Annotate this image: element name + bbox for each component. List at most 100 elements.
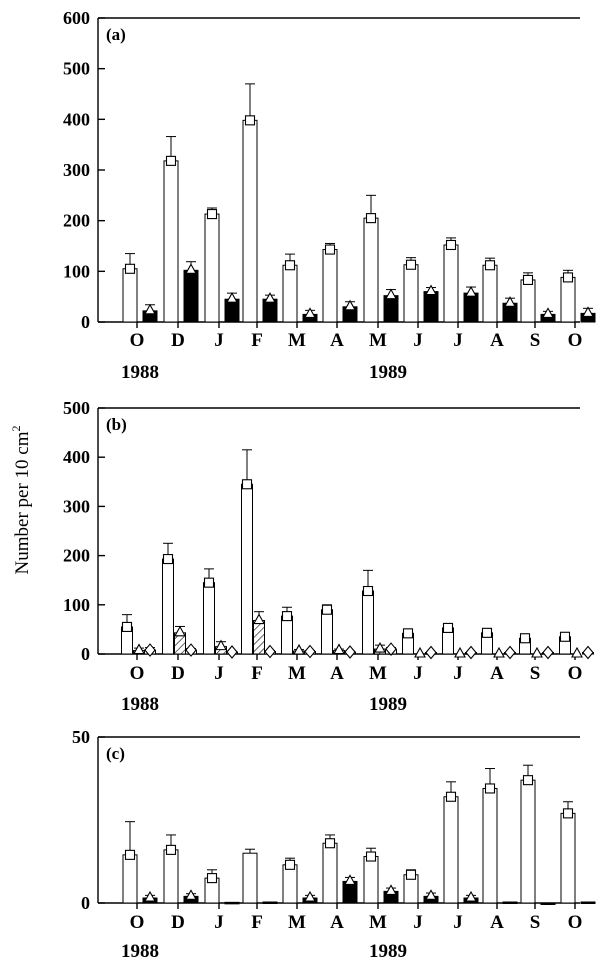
- triangle-marker: [571, 646, 583, 658]
- square-marker: [522, 274, 534, 285]
- panel-label-c: (c): [106, 744, 125, 763]
- triangle-marker: [385, 288, 397, 300]
- square-marker: [484, 783, 496, 794]
- triangle-marker: [504, 296, 516, 307]
- bar: [322, 249, 338, 323]
- x-tick-label: M: [288, 663, 306, 684]
- triangle-marker: [185, 889, 197, 900]
- bar: [282, 864, 298, 904]
- x-tick-label: A: [330, 912, 344, 933]
- bar: [253, 620, 265, 655]
- bar: [122, 268, 138, 323]
- triangle-marker: [144, 303, 156, 315]
- bar: [262, 901, 278, 905]
- triangle-marker: [454, 646, 466, 658]
- y-tick-label: 400: [63, 447, 90, 467]
- x-tick-label: F: [251, 663, 263, 684]
- triangle-marker: [304, 890, 316, 902]
- square-marker: [281, 611, 293, 622]
- bar: [363, 217, 379, 323]
- bar: [282, 264, 298, 323]
- triangle-marker: [185, 263, 197, 274]
- bar: [224, 901, 240, 905]
- y-tick-label: 600: [63, 8, 90, 28]
- square-marker: [244, 115, 256, 126]
- y-tick-label: 50: [72, 727, 90, 747]
- diamond-marker: [304, 644, 316, 659]
- x-tick-label: S: [530, 912, 541, 933]
- y-tick-label: 0: [81, 893, 90, 913]
- x-tick-label: J: [214, 912, 224, 933]
- triangle-marker: [465, 285, 477, 297]
- panel-b: 0 100 200 300 400 500 (b) O D J F M A M J J A S O 1988 1989: [63, 398, 594, 715]
- bar: [362, 590, 374, 655]
- x-tick-label: J: [214, 330, 224, 351]
- y-tick-label: 100: [63, 261, 90, 281]
- square-marker: [402, 628, 414, 639]
- y-tick-label: 500: [63, 398, 90, 418]
- square-marker: [165, 844, 177, 855]
- bar: [204, 213, 220, 323]
- panel-c: 0 50 (c) O D J F M A M J J A S O 1988 1989: [72, 727, 596, 962]
- bar: [520, 279, 536, 323]
- bar: [560, 276, 576, 323]
- square-marker: [365, 213, 377, 224]
- x-tick-label: F: [251, 330, 263, 351]
- x-tick-label: J: [413, 663, 423, 684]
- panel-label-a: (a): [106, 25, 126, 44]
- triangle-marker: [344, 874, 356, 885]
- x-tick-label: J: [453, 912, 463, 933]
- x-tick-label: A: [330, 663, 344, 684]
- square-marker: [481, 627, 493, 638]
- bar: [242, 852, 258, 904]
- bar: [403, 264, 419, 323]
- triangle-marker: [133, 643, 145, 655]
- square-marker: [405, 869, 417, 880]
- triangle-marker: [425, 284, 437, 296]
- x-tick-label: J: [453, 663, 463, 684]
- bar: [443, 796, 459, 904]
- triangle-marker: [333, 643, 345, 655]
- panel-a: 0 100 200 300 400 500 600 (a) O D J F M A M J J A S O 1988 19…: [63, 8, 596, 383]
- x-tick-label: D: [171, 663, 185, 684]
- year-label: 1988: [121, 694, 159, 715]
- bar: [321, 609, 333, 655]
- bar: [163, 849, 179, 904]
- x-tick-label: O: [568, 663, 583, 684]
- diamond-marker: [582, 645, 594, 660]
- diamond-marker: [185, 643, 197, 657]
- bar: [482, 787, 498, 904]
- square-marker: [124, 263, 136, 274]
- x-tick-label: D: [171, 330, 185, 351]
- bar: [502, 901, 518, 905]
- bar: [540, 902, 556, 905]
- square-marker: [206, 873, 218, 884]
- triangle-marker: [425, 889, 437, 900]
- x-tick-label: A: [490, 912, 504, 933]
- year-label: 1989: [369, 694, 407, 715]
- x-tick-label: J: [413, 912, 423, 933]
- square-marker: [445, 239, 457, 251]
- y-axis-label: Number per 10 cm2: [9, 426, 33, 575]
- triangle-marker: [374, 641, 386, 653]
- y-tick-label: 300: [63, 496, 90, 516]
- square-marker: [162, 553, 174, 565]
- y-axis-label-text: Number per 10 cm: [12, 431, 33, 574]
- x-tick-label: O: [130, 330, 145, 351]
- bar: [183, 269, 199, 323]
- square-marker: [484, 260, 496, 271]
- y-tick-label: 200: [63, 546, 90, 566]
- x-tick-label: M: [369, 330, 387, 351]
- square-marker: [324, 838, 336, 849]
- bar: [203, 582, 215, 655]
- y-tick-label: 100: [63, 595, 90, 615]
- bar: [162, 558, 174, 655]
- diamond-marker: [385, 642, 397, 656]
- triangle-marker: [174, 625, 186, 637]
- square-marker: [284, 859, 296, 870]
- triangle-marker: [493, 646, 505, 658]
- x-tick-label: O: [568, 912, 583, 933]
- square-marker: [562, 808, 574, 819]
- square-marker: [522, 775, 534, 786]
